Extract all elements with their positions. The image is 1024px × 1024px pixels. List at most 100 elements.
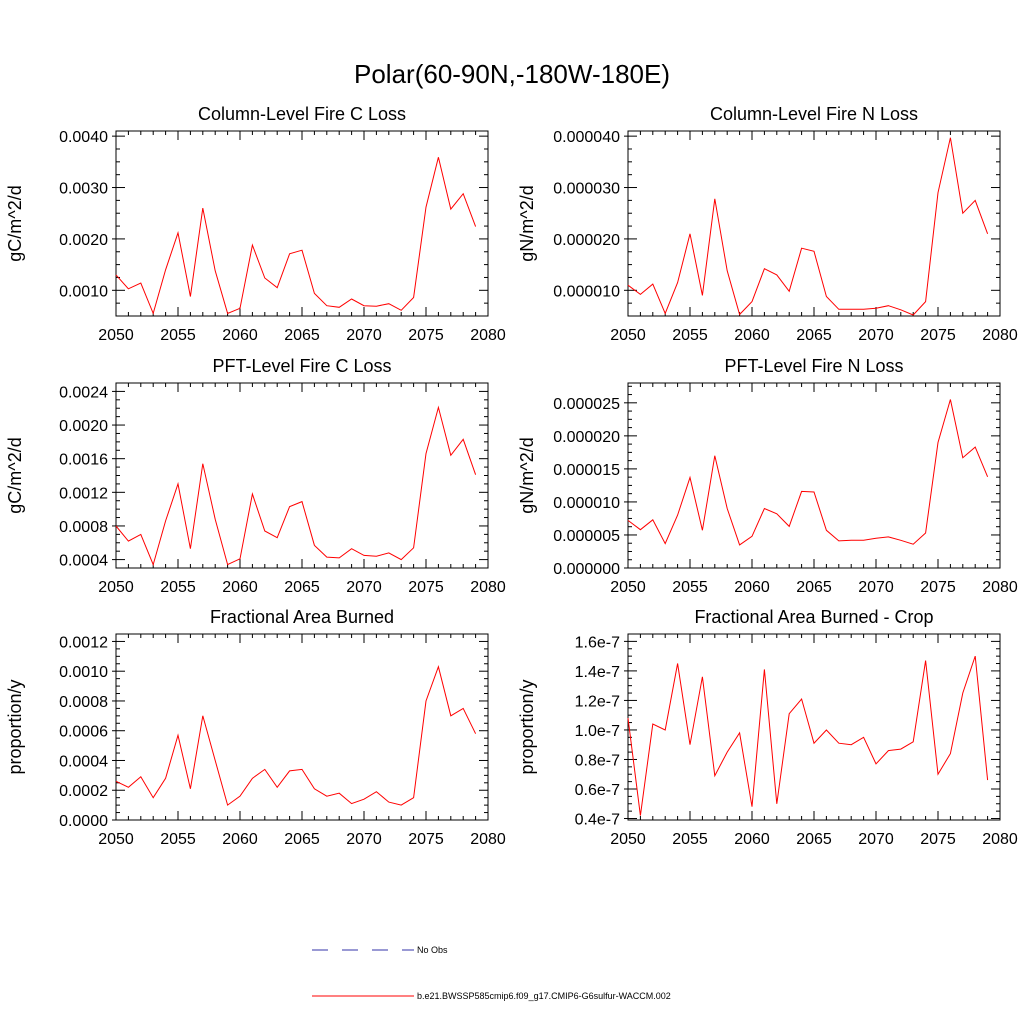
y-axis-label: gN/m^2/d	[517, 185, 537, 261]
panels: Column-Level Fire C Loss gC/m^2/d 2050 2055…	[5, 104, 1018, 848]
x-tick-label: 2075	[920, 831, 956, 848]
x-tick-label: 2060	[222, 579, 258, 596]
panel-1: Column-Level Fire C Loss gC/m^2/d 2050 2055…	[5, 104, 506, 344]
y-tick-label: 0.000010	[553, 283, 620, 300]
x-tick-label: 2060	[222, 327, 258, 344]
y-axis-label: gN/m^2/d	[517, 437, 537, 513]
legend: No Obs b.e21.BWSSP585cmip6.f09_g17.CMIP6…	[312, 945, 671, 1001]
x-tick-label: 2055	[672, 831, 708, 848]
x-tick-label: 2050	[98, 831, 134, 848]
x-tick-label: 2075	[408, 327, 444, 344]
panel-title: Column-Level Fire N Loss	[710, 104, 918, 124]
y-tick-label: 0.0008	[59, 519, 108, 536]
series-line	[627, 655, 989, 816]
x-tick-label: 2055	[160, 579, 196, 596]
legend-label-no-obs: No Obs	[417, 945, 448, 955]
x-tick-label: 2080	[982, 831, 1018, 848]
panel-title: Fractional Area Burned - Crop	[694, 607, 933, 627]
y-tick-label: 0.0010	[59, 283, 108, 300]
y-tick-label: 0.000025	[553, 396, 620, 413]
x-tick-label: 2070	[346, 831, 382, 848]
y-tick-label: 0.8e-7	[575, 752, 620, 769]
y-tick-label: 0.4e-7	[575, 812, 620, 829]
plot-frame	[627, 633, 1001, 821]
y-axis-label: proportion/y	[517, 679, 537, 774]
y-tick-label: 1.6e-7	[575, 634, 620, 651]
panel-title: Column-Level Fire C Loss	[198, 104, 406, 124]
y-tick-label: 0.0008	[59, 694, 108, 711]
x-tick-label: 2065	[284, 831, 320, 848]
x-tick-label: 2050	[610, 831, 646, 848]
x-tick-label: 2055	[160, 327, 196, 344]
panel-title: Fractional Area Burned	[210, 607, 394, 627]
y-tick-label: 0.0012	[59, 485, 108, 502]
panel-title: PFT-Level Fire C Loss	[212, 356, 391, 376]
x-tick-label: 2080	[982, 327, 1018, 344]
y-tick-label: 0.0016	[59, 452, 108, 469]
x-tick-label: 2050	[98, 579, 134, 596]
y-tick-label: 1.0e-7	[575, 723, 620, 740]
y-tick-label: 0.000020	[553, 429, 620, 446]
y-tick-label: 0.000020	[553, 232, 620, 249]
x-tick-label: 2065	[284, 327, 320, 344]
y-tick-label: 0.0000	[59, 813, 108, 830]
y-axis-label: proportion/y	[5, 679, 25, 774]
series-line	[115, 157, 477, 315]
y-tick-label: 0.000040	[553, 129, 620, 146]
x-tick-label: 2070	[346, 579, 382, 596]
panel-2: Column-Level Fire N Loss gN/m^2/d 2050 2055…	[517, 104, 1018, 344]
x-tick-label: 2080	[982, 579, 1018, 596]
legend-label-run: b.e21.BWSSP585cmip6.f09_g17.CMIP6-G6sulf…	[417, 991, 671, 1001]
y-axis-label: gC/m^2/d	[5, 437, 25, 513]
x-tick-label: 2065	[796, 327, 832, 344]
y-tick-label: 0.0020	[59, 418, 108, 435]
x-tick-label: 2055	[672, 327, 708, 344]
y-tick-label: 1.2e-7	[575, 693, 620, 710]
y-tick-label: 0.0006	[59, 724, 108, 741]
x-tick-label: 2075	[920, 579, 956, 596]
panel-title: PFT-Level Fire N Loss	[724, 356, 903, 376]
y-tick-label: 0.0004	[59, 553, 108, 570]
y-tick-label: 0.000015	[553, 462, 620, 479]
plot-frame	[627, 130, 1001, 317]
x-tick-label: 2050	[610, 579, 646, 596]
y-tick-label: 0.0010	[59, 664, 108, 681]
y-tick-label: 0.000000	[553, 561, 620, 578]
x-tick-label: 2070	[858, 831, 894, 848]
x-tick-label: 2055	[160, 831, 196, 848]
x-tick-label: 2050	[610, 327, 646, 344]
x-tick-label: 2075	[408, 579, 444, 596]
plot-frame	[115, 382, 489, 569]
x-tick-label: 2065	[796, 831, 832, 848]
y-tick-label: 0.0002	[59, 783, 108, 800]
y-tick-label: 0.0024	[59, 384, 108, 401]
x-tick-label: 2065	[284, 579, 320, 596]
x-tick-label: 2060	[734, 327, 770, 344]
y-tick-label: 0.000005	[553, 528, 620, 545]
y-tick-label: 0.000010	[553, 495, 620, 512]
y-tick-label: 0.0012	[59, 634, 108, 651]
x-tick-label: 2065	[796, 579, 832, 596]
y-tick-label: 0.0020	[59, 232, 108, 249]
y-tick-label: 1.4e-7	[575, 664, 620, 681]
y-tick-label: 0.0040	[59, 129, 108, 146]
x-tick-label: 2060	[734, 579, 770, 596]
x-tick-label: 2075	[920, 327, 956, 344]
y-tick-label: 0.000030	[553, 181, 620, 198]
plot-frame	[627, 382, 1001, 569]
y-tick-label: 0.6e-7	[575, 782, 620, 799]
y-axis-label: gC/m^2/d	[5, 185, 25, 261]
series-line	[627, 137, 989, 316]
x-tick-label: 2060	[734, 831, 770, 848]
plot-frame	[115, 633, 489, 821]
x-tick-label: 2070	[858, 579, 894, 596]
x-tick-label: 2060	[222, 831, 258, 848]
x-tick-label: 2050	[98, 327, 134, 344]
figure-title: Polar(60-90N,-180W-180E)	[354, 59, 670, 89]
series-line	[115, 405, 477, 567]
x-tick-label: 2080	[470, 831, 506, 848]
y-tick-label: 0.0030	[59, 181, 108, 198]
x-tick-label: 2075	[408, 831, 444, 848]
x-tick-label: 2080	[470, 327, 506, 344]
